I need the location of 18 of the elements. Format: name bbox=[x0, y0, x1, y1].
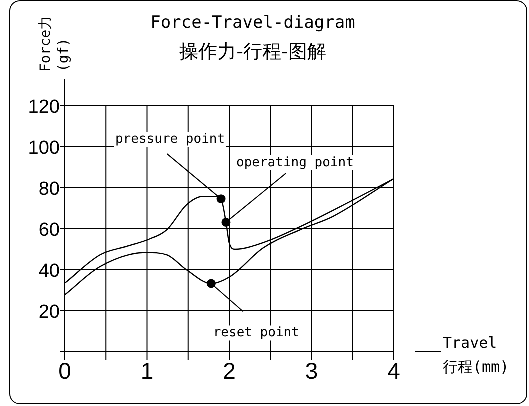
chart-subtitle: 操作力-行程-图解 bbox=[180, 41, 326, 63]
x-tick-label: 4 bbox=[388, 358, 401, 384]
y-tick-label: 80 bbox=[38, 179, 60, 200]
annotation: operating point bbox=[236, 155, 354, 170]
y-tick-label: 40 bbox=[38, 261, 60, 282]
y-tick-label: 100 bbox=[28, 138, 60, 159]
annotation: pressure point bbox=[115, 132, 226, 148]
y-tick-label: 120 bbox=[28, 97, 60, 118]
y-tick-label: 20 bbox=[38, 302, 60, 323]
chart-title: Force-Travel-diagram bbox=[150, 13, 356, 33]
x-tick-label: 1 bbox=[140, 358, 154, 384]
x-tick-label: 0 bbox=[58, 358, 72, 384]
x-axis-title: Travel 行程(mm) bbox=[443, 334, 510, 376]
annotation: reset point bbox=[213, 326, 300, 341]
x-tick-label: 2 bbox=[223, 358, 236, 384]
y-axis-title: Force力 (gf) bbox=[38, 16, 72, 72]
y-tick-label: 60 bbox=[38, 220, 60, 241]
x-tick-label: 3 bbox=[305, 358, 318, 384]
